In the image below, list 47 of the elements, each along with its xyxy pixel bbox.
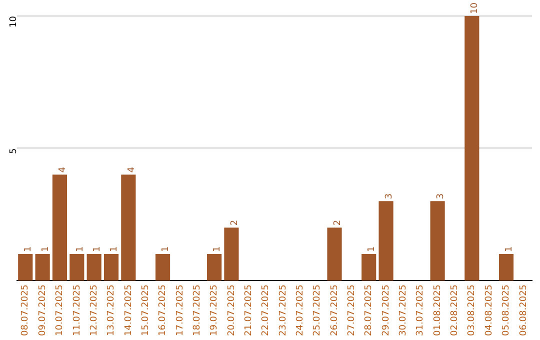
x-tick-label: 26.07.2025 bbox=[330, 284, 340, 336]
data-label: 1 bbox=[92, 246, 102, 252]
x-tick-label: 21.07.2025 bbox=[244, 284, 254, 336]
data-label: 1 bbox=[24, 246, 34, 252]
data-label: 4 bbox=[126, 166, 137, 173]
data-label: 1 bbox=[161, 246, 172, 252]
data-label: 3 bbox=[384, 193, 394, 200]
x-tick-label: 06.08.2025 bbox=[518, 284, 529, 336]
x-tick-label: 23.07.2025 bbox=[278, 284, 288, 336]
x-tick-label: 08.07.2025 bbox=[20, 284, 31, 336]
data-label: 4 bbox=[58, 166, 68, 173]
data-label: 1 bbox=[40, 246, 51, 252]
x-tick-label: 24.07.2025 bbox=[296, 284, 306, 336]
data-label: 2 bbox=[230, 220, 240, 226]
x-tick-label: 20.07.2025 bbox=[226, 284, 237, 336]
data-label: 1 bbox=[504, 246, 515, 252]
data-label: 1 bbox=[110, 246, 120, 252]
x-tick-label: 01.08.2025 bbox=[432, 284, 443, 336]
x-tick-label: 19.07.2025 bbox=[210, 284, 220, 336]
x-tick-label: 17.07.2025 bbox=[175, 284, 186, 336]
data-label: 1 bbox=[75, 246, 86, 252]
x-tick-label: 16.07.2025 bbox=[158, 284, 168, 336]
x-tick-label: 25.07.2025 bbox=[312, 284, 323, 336]
data-label: 1 bbox=[212, 246, 223, 252]
x-tick-label: 04.08.2025 bbox=[484, 284, 494, 336]
data-label: 1 bbox=[367, 246, 378, 252]
x-tick-label: 09.07.2025 bbox=[38, 284, 48, 336]
x-tick-label: 11.07.2025 bbox=[72, 284, 82, 336]
x-tick-label: 10.07.2025 bbox=[55, 284, 66, 336]
x-tick-label: 02.08.2025 bbox=[450, 284, 460, 336]
x-tick-label: 15.07.2025 bbox=[140, 284, 151, 336]
x-tick-label: 27.07.2025 bbox=[347, 284, 358, 336]
x-tick-label: 22.07.2025 bbox=[261, 284, 272, 336]
x-tick-label: 28.07.2025 bbox=[364, 284, 374, 336]
x-tick-label: 18.07.2025 bbox=[192, 284, 202, 336]
data-label: 2 bbox=[332, 220, 343, 226]
x-tick-label: 03.08.2025 bbox=[467, 284, 478, 336]
x-tick-label: 30.07.2025 bbox=[398, 284, 409, 336]
y-tick-label: 5 bbox=[9, 148, 20, 154]
x-tick-label: 31.07.2025 bbox=[416, 284, 426, 336]
data-label: 3 bbox=[436, 193, 446, 200]
data-label: 10 bbox=[470, 2, 480, 14]
x-tick-label: 12.07.2025 bbox=[89, 284, 100, 336]
x-tick-label: 05.08.2025 bbox=[502, 284, 512, 336]
x-tick-label: 14.07.2025 bbox=[124, 284, 134, 336]
x-tick-label: 13.07.2025 bbox=[106, 284, 117, 336]
x-tick-label: 29.07.2025 bbox=[381, 284, 392, 336]
